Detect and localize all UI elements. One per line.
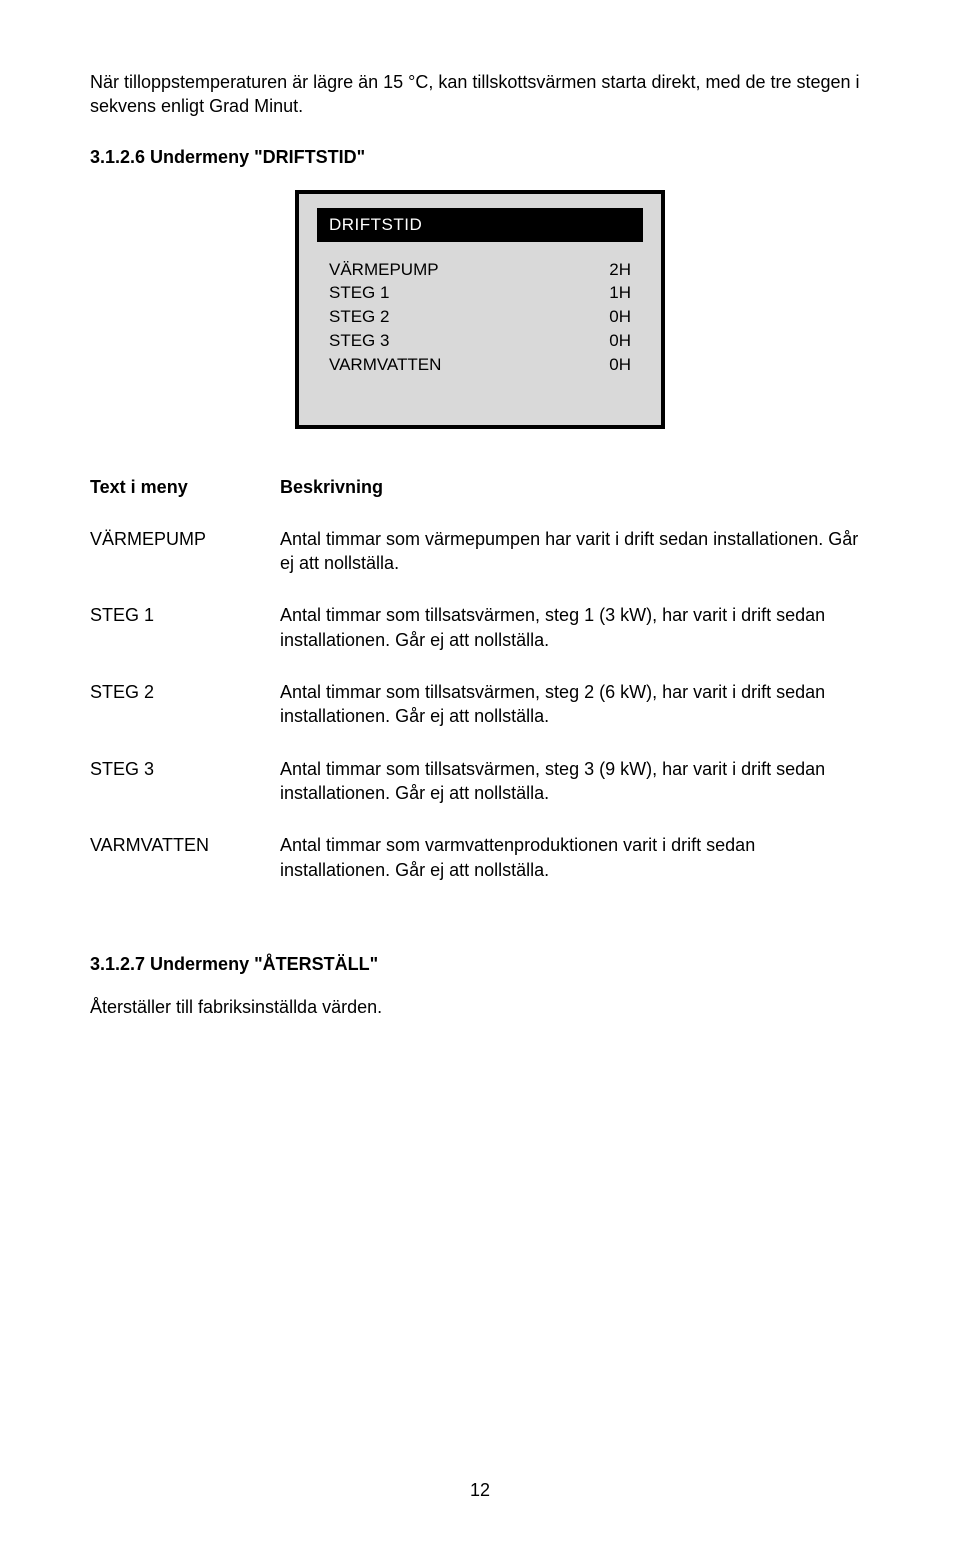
intro-paragraph: När tilloppstemperaturen är lägre än 15 … bbox=[90, 70, 870, 119]
table-term: VÄRMEPUMP bbox=[90, 527, 280, 604]
table-term: VARMVATTEN bbox=[90, 833, 280, 910]
panel-row-label: VARMVATTEN bbox=[329, 353, 441, 377]
table-term: STEG 3 bbox=[90, 757, 280, 834]
panel-row: STEG 1 1H bbox=[329, 281, 631, 305]
table-row: VÄRMEPUMP Antal timmar som värmepumpen h… bbox=[90, 527, 870, 604]
driftstid-panel: DRIFTSTID VÄRMEPUMP 2H STEG 1 1H STEG 2 … bbox=[295, 190, 665, 429]
panel-rows: VÄRMEPUMP 2H STEG 1 1H STEG 2 0H STEG 3 … bbox=[317, 258, 643, 377]
description-table: Text i meny Beskrivning VÄRMEPUMP Antal … bbox=[90, 475, 870, 910]
panel-row: VARMVATTEN 0H bbox=[329, 353, 631, 377]
table-header-right: Beskrivning bbox=[280, 475, 870, 527]
table-term: STEG 2 bbox=[90, 680, 280, 757]
section-heading-driftstid: 3.1.2.6 Undermeny "DRIFTSTID" bbox=[90, 147, 870, 168]
panel-row-value: 2H bbox=[609, 258, 631, 282]
table-header-row: Text i meny Beskrivning bbox=[90, 475, 870, 527]
panel-row-value: 0H bbox=[609, 329, 631, 353]
table-text: Antal timmar som tillsatsvärmen, steg 1 … bbox=[280, 603, 870, 680]
table-text: Antal timmar som varmvattenproduktionen … bbox=[280, 833, 870, 910]
panel-row: VÄRMEPUMP 2H bbox=[329, 258, 631, 282]
panel-row-label: VÄRMEPUMP bbox=[329, 258, 439, 282]
table-row: STEG 2 Antal timmar som tillsatsvärmen, … bbox=[90, 680, 870, 757]
aterstall-text: Återställer till fabriksinställda värden… bbox=[90, 997, 870, 1018]
panel-row-label: STEG 1 bbox=[329, 281, 389, 305]
panel-row-value: 0H bbox=[609, 305, 631, 329]
table-term: STEG 1 bbox=[90, 603, 280, 680]
table-row: STEG 1 Antal timmar som tillsatsvärmen, … bbox=[90, 603, 870, 680]
table-text: Antal timmar som tillsatsvärmen, steg 2 … bbox=[280, 680, 870, 757]
panel-row: STEG 2 0H bbox=[329, 305, 631, 329]
table-text: Antal timmar som värmepumpen har varit i… bbox=[280, 527, 870, 604]
panel-row-label: STEG 3 bbox=[329, 329, 389, 353]
table-row: VARMVATTEN Antal timmar som varmvattenpr… bbox=[90, 833, 870, 910]
table-row: STEG 3 Antal timmar som tillsatsvärmen, … bbox=[90, 757, 870, 834]
section-heading-aterstall: 3.1.2.7 Undermeny "ÅTERSTÄLL" bbox=[90, 954, 870, 975]
table-header-left: Text i meny bbox=[90, 475, 280, 527]
panel-row: STEG 3 0H bbox=[329, 329, 631, 353]
panel-row-value: 1H bbox=[609, 281, 631, 305]
page-number: 12 bbox=[0, 1480, 960, 1501]
panel-title: DRIFTSTID bbox=[317, 208, 643, 242]
panel-row-value: 0H bbox=[609, 353, 631, 377]
panel-row-label: STEG 2 bbox=[329, 305, 389, 329]
table-text: Antal timmar som tillsatsvärmen, steg 3 … bbox=[280, 757, 870, 834]
